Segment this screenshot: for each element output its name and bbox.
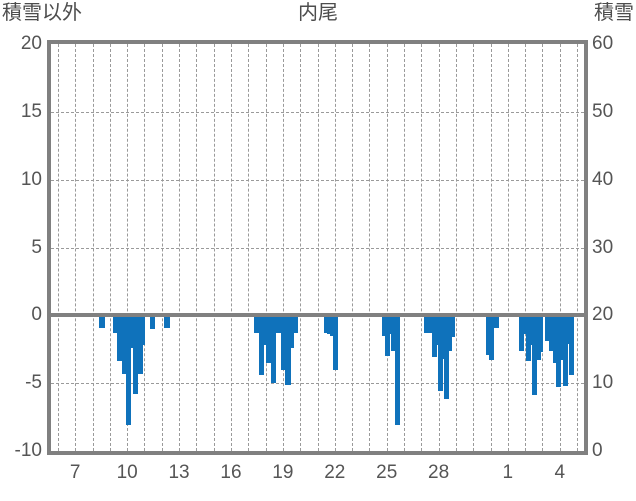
x-axis-tick-4: 4 (554, 462, 566, 483)
left-axis-tick-5: 5 (31, 236, 42, 258)
bar (387, 315, 393, 335)
left-axis-tick--10: -10 (14, 440, 42, 461)
bar (266, 315, 272, 363)
horizontal-gridline (51, 383, 584, 385)
bar (254, 315, 260, 333)
x-axis-tick-19: 19 (272, 462, 294, 483)
bar (556, 315, 562, 388)
zero-line (51, 313, 584, 318)
left-axis-tick--5: -5 (25, 372, 42, 394)
left-axis-tick-10: 10 (20, 168, 42, 190)
horizontal-gridline (51, 179, 584, 181)
bar (431, 315, 437, 358)
bar (563, 315, 569, 386)
right-axis-tick-10: 10 (592, 372, 614, 394)
plot-area (51, 44, 584, 451)
x-axis-tick-16: 16 (220, 462, 242, 483)
bar (394, 315, 400, 426)
bar (113, 315, 119, 333)
bar (323, 315, 329, 333)
bar (569, 315, 575, 376)
x-axis-tick-10: 10 (116, 462, 138, 483)
bar (538, 315, 544, 352)
bar (292, 315, 298, 333)
bar (545, 315, 551, 342)
left-axis-tick-15: 15 (20, 100, 42, 122)
bar (285, 315, 291, 385)
bar (528, 315, 534, 346)
bar (258, 315, 264, 376)
bar (549, 315, 555, 351)
left-axis-title: 積雪以外 (2, 2, 82, 24)
bar (140, 315, 146, 346)
bar (446, 315, 452, 351)
left-axis-tick-0: 0 (31, 304, 42, 326)
bar (427, 315, 433, 333)
bar (384, 315, 391, 357)
left-axis-tick-20: 20 (20, 33, 42, 54)
bar (494, 315, 500, 328)
bar (382, 315, 388, 336)
x-axis-tick-25: 25 (376, 462, 398, 483)
bar (333, 315, 339, 370)
bar (440, 315, 446, 359)
bar (275, 315, 282, 333)
bar (391, 315, 397, 351)
bar (149, 315, 155, 329)
bar (449, 315, 456, 338)
x-axis-tick-1: 1 (502, 462, 514, 483)
bar (126, 315, 132, 426)
bar (488, 315, 494, 361)
bar (99, 315, 105, 328)
bar (519, 315, 525, 351)
right-axis-tick-20: 20 (592, 304, 614, 326)
x-axis-tick-22: 22 (324, 462, 346, 483)
right-axis-title: 積雪 (594, 2, 634, 24)
page-title: 内尾 (298, 2, 338, 24)
bar (559, 315, 565, 361)
right-axis-tick-50: 50 (592, 100, 614, 122)
bar (288, 315, 295, 348)
bar (532, 315, 538, 396)
x-axis-tick-28: 28 (428, 462, 450, 483)
bar (565, 315, 571, 344)
right-axis-tick-40: 40 (592, 168, 614, 190)
right-axis-tick-0: 0 (592, 440, 603, 461)
bar (121, 315, 128, 374)
bar (116, 315, 122, 362)
bar (443, 315, 449, 400)
x-axis-tick-7: 7 (69, 462, 81, 483)
bar (522, 315, 528, 335)
bar (327, 315, 333, 335)
bar (281, 315, 287, 370)
bar (164, 315, 170, 328)
horizontal-gridline (51, 111, 584, 113)
right-axis-tick-30: 30 (592, 236, 614, 258)
right-axis-tick-60: 60 (592, 33, 614, 54)
horizontal-gridline (51, 247, 584, 249)
bar (129, 315, 135, 348)
bar (423, 315, 430, 333)
x-axis-tick-13: 13 (168, 462, 190, 483)
bar (552, 315, 559, 363)
bar (435, 315, 441, 346)
bar (133, 315, 139, 394)
bar (270, 315, 276, 384)
